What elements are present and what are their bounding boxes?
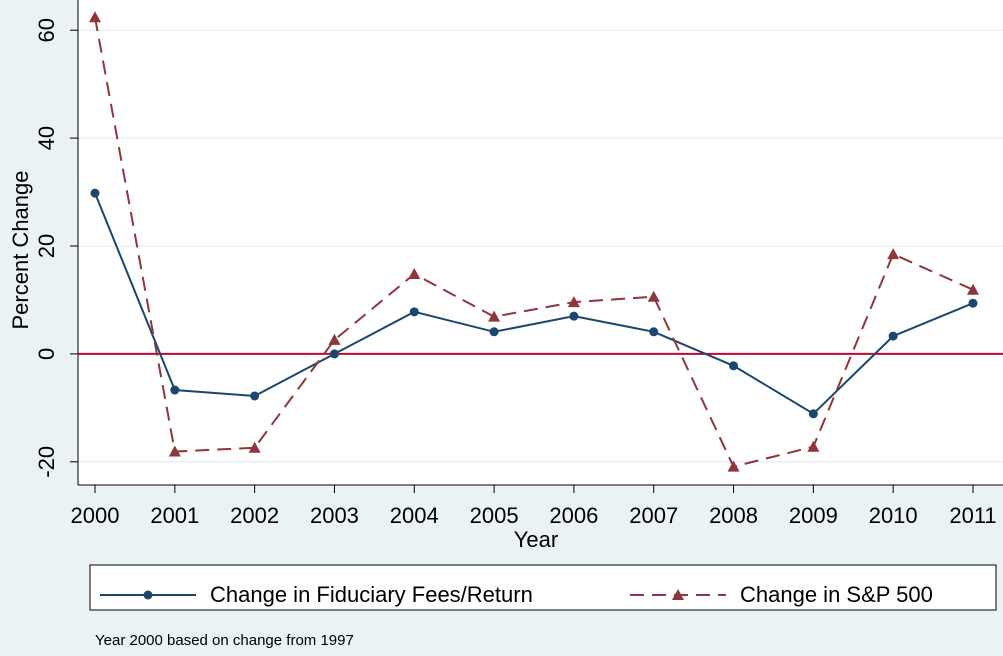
point	[729, 361, 739, 371]
x-tick-label: 2011	[949, 503, 996, 528]
point	[967, 283, 979, 295]
x-axis-label: Year	[514, 527, 558, 552]
point	[488, 310, 501, 322]
point	[90, 188, 100, 198]
legend	[89, 564, 997, 611]
point	[807, 440, 820, 452]
y-axis-label: Percent Change	[8, 171, 33, 330]
x-tick-label: 2009	[789, 503, 838, 528]
x-tick-label: 2001	[150, 503, 199, 528]
x-tick-label: 2006	[549, 503, 598, 528]
point	[968, 298, 978, 308]
point	[248, 441, 261, 453]
point	[89, 11, 101, 23]
point	[329, 349, 339, 359]
point	[489, 327, 499, 337]
point	[170, 385, 180, 395]
point	[168, 445, 181, 457]
point	[408, 268, 421, 280]
point	[328, 333, 341, 345]
point	[647, 290, 660, 302]
series-line	[94, 192, 974, 416]
x-tick-label: 2007	[629, 503, 678, 528]
x-tick-label: 2005	[470, 503, 519, 528]
point	[727, 460, 740, 472]
y-tick-label: -20	[34, 446, 59, 478]
x-tick-label: 2002	[230, 503, 279, 528]
point	[887, 248, 900, 260]
y-tick-label: 40	[34, 126, 59, 150]
point	[649, 327, 659, 337]
series-line	[94, 17, 974, 468]
y-tick-label: 20	[34, 234, 59, 258]
x-tick-label: 2000	[71, 503, 120, 528]
legend-label: Change in S&P 500	[740, 582, 933, 607]
y-tick-label: 0	[34, 348, 59, 360]
plot-area	[78, 0, 1003, 485]
note: Year 2000 based on change from 1997	[95, 632, 354, 649]
y-tick-label: 60	[34, 18, 59, 42]
x-tick-label: 2004	[390, 503, 439, 528]
point	[888, 331, 898, 341]
x-tick-label: 2003	[310, 503, 359, 528]
legend-marker	[143, 590, 153, 600]
x-tick-label: 2008	[709, 503, 758, 528]
point	[250, 391, 260, 401]
legend-marker	[672, 589, 684, 600]
point	[569, 311, 579, 321]
x-tick-label: 2010	[869, 503, 918, 528]
point	[409, 307, 419, 317]
point	[808, 409, 818, 419]
point	[567, 296, 580, 308]
legend-label: Change in Fiduciary Fees/Return	[210, 582, 533, 607]
